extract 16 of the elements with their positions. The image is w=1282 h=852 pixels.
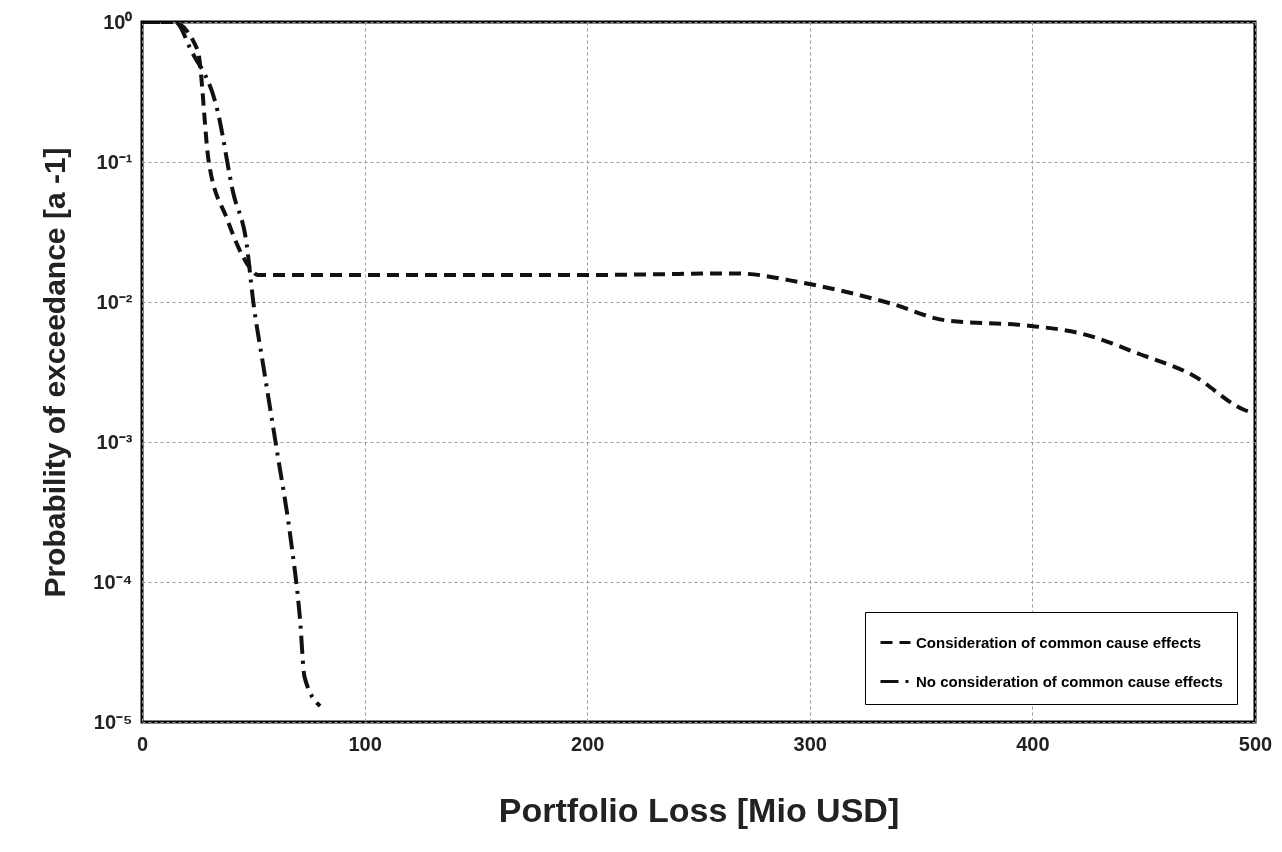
legend-label: Consideration of common cause effects xyxy=(916,633,1202,651)
x-tick-label: 400 xyxy=(1016,732,1050,755)
x-tick-label: 100 xyxy=(348,732,382,755)
x-tick-label: 0 xyxy=(136,732,149,755)
y-tick-label: 10⁻⁴ xyxy=(93,570,133,593)
x-tick-label: 300 xyxy=(793,732,827,755)
y-tick-label: 10⁻¹ xyxy=(96,150,133,173)
x-axis-title: Portfolio Loss [Mio USD] xyxy=(498,790,900,829)
x-tick-label: 200 xyxy=(571,732,605,755)
legend-label: No consideration of common cause effects xyxy=(916,672,1223,690)
y-tick-label: 10⁻³ xyxy=(96,430,133,453)
y-tick-label: 10⁰ xyxy=(103,10,133,33)
y-tick-label: 10⁻⁵ xyxy=(93,710,133,733)
y-tick-label: 10⁻² xyxy=(96,290,133,313)
y-axis-title: Probability of exceedance [a -1] xyxy=(38,147,72,598)
x-tick-label: 500 xyxy=(1238,732,1273,755)
